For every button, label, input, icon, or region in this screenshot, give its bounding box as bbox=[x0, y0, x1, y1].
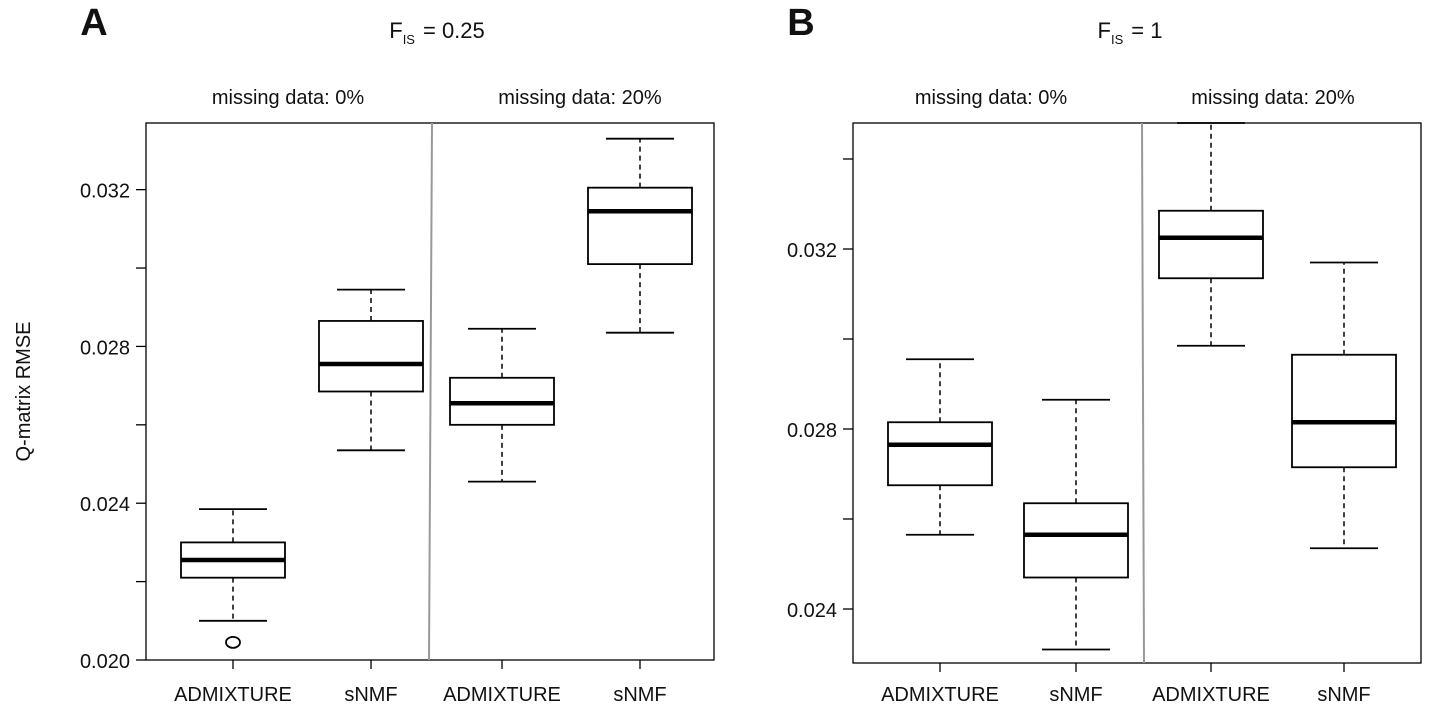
title-value: = 1 bbox=[1131, 18, 1162, 43]
x-tick-label: ADMIXTURE bbox=[1152, 684, 1270, 706]
x-tick-label: ADMIXTURE bbox=[443, 684, 561, 706]
box-snmf: sNMF bbox=[1291, 261, 1397, 706]
y-tick-label: 0.024 bbox=[80, 494, 130, 516]
box-snmf: sNMF bbox=[1023, 398, 1129, 706]
y-tick-label: 0.028 bbox=[80, 337, 130, 359]
group-label: missing data: 0% bbox=[915, 87, 1068, 109]
y-tick-label: 0.032 bbox=[787, 240, 837, 262]
title-subscript: IS bbox=[403, 32, 416, 47]
y-tick-label: 0.032 bbox=[80, 181, 130, 203]
group-divider bbox=[428, 122, 433, 661]
iqr-box bbox=[318, 320, 424, 393]
x-tick-label: ADMIXTURE bbox=[881, 684, 999, 706]
group-label: missing data: 20% bbox=[498, 87, 662, 109]
iqr-box bbox=[1291, 353, 1397, 469]
group-label: missing data: 20% bbox=[1191, 87, 1355, 109]
x-tick-label: ADMIXTURE bbox=[174, 684, 292, 706]
iqr-box bbox=[1158, 209, 1264, 280]
title-value: = 0.25 bbox=[423, 18, 485, 43]
y-tick-label: 0.024 bbox=[787, 600, 837, 622]
box-snmf: sNMF bbox=[587, 137, 693, 706]
iqr-box bbox=[887, 421, 993, 487]
x-tick-label: sNMF bbox=[344, 684, 397, 706]
box-admixture: ADMIXTURE bbox=[443, 327, 561, 706]
outlier-point bbox=[225, 635, 241, 649]
box-admixture: ADMIXTURE bbox=[174, 508, 292, 706]
box-admixture: ADMIXTURE bbox=[1152, 122, 1270, 706]
x-tick-label: sNMF bbox=[1317, 684, 1370, 706]
x-tick-label: sNMF bbox=[1049, 684, 1102, 706]
iqr-box bbox=[587, 186, 693, 266]
y-axis-label: Q-matrix RMSE bbox=[13, 322, 35, 462]
x-tick-label: sNMF bbox=[613, 684, 666, 706]
group-divider bbox=[1141, 122, 1145, 664]
group-label: missing data: 0% bbox=[212, 87, 365, 109]
box-admixture: ADMIXTURE bbox=[881, 358, 999, 706]
plot-frame bbox=[852, 122, 1422, 664]
title-subscript: IS bbox=[1111, 32, 1124, 47]
panel-title: FIS = 1 bbox=[1098, 18, 1163, 47]
box-snmf: sNMF bbox=[318, 288, 424, 706]
panel-label: B bbox=[787, 2, 814, 44]
iqr-box bbox=[1023, 502, 1129, 579]
y-tick-label: 0.020 bbox=[80, 651, 130, 673]
panel-title: FIS = 0.25 bbox=[389, 18, 485, 47]
panel-b: B FIS = 1 0.024 0.028 0.032 missing data: 0% mi… bbox=[787, 2, 1422, 706]
title-main: F bbox=[1098, 18, 1111, 43]
title-main: F bbox=[389, 18, 402, 43]
y-tick-label: 0.028 bbox=[787, 420, 837, 442]
panel-a: A FIS = 0.25 0.020 0.024 0.028 0.032 Q-matrix R… bbox=[13, 2, 715, 706]
panel-label: A bbox=[80, 2, 107, 44]
